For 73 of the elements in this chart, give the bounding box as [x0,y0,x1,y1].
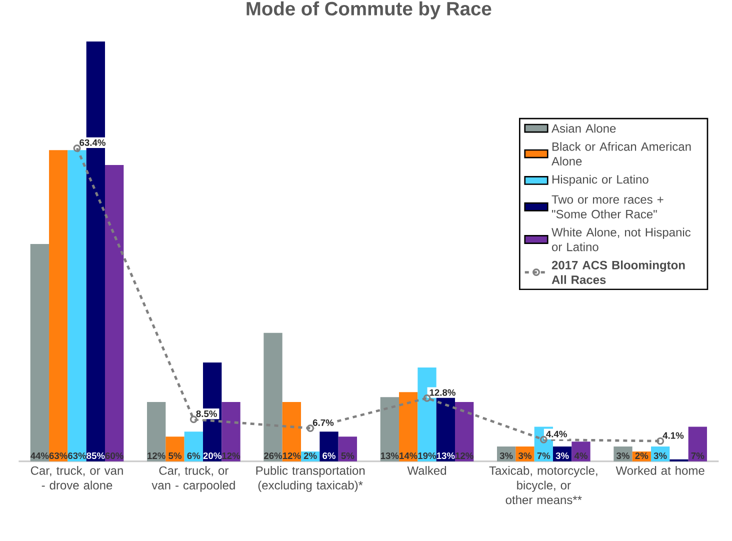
bar [399,392,418,462]
bar [320,432,338,462]
x-tick-label: Taxicab, motorcycle, bicycle, or other means** [489,466,598,504]
legend-label: Two or more races + "Some Other Race" [552,195,664,218]
bar [264,332,282,462]
data-label: 12.8% [430,389,456,396]
data-label: 20% [203,452,222,459]
data-label: 19% [418,452,436,459]
point [73,144,81,152]
x-tick-label: Public transportation (excluding taxicab)* [256,466,365,492]
bar [380,396,400,462]
data-label: 6% [322,452,336,459]
x-tick-label: Car, truck, or van - drove alone [30,466,123,490]
bar [516,446,534,462]
bar [147,402,166,462]
point [190,415,198,423]
data-label: 6.7% [312,419,334,426]
x-tick-label: Walked [407,466,446,475]
bar [30,244,50,462]
point [540,436,548,444]
legend-label: White Alone, not Hispanic or Latino [552,228,691,252]
bar [68,150,86,462]
data-label: 3% [518,452,532,459]
bar [282,402,302,462]
data-label: 8.5% [196,410,217,417]
x-tick-label: Car, truck, or van - carpooled [152,466,235,492]
data-label: 3% [500,452,513,459]
legend-label: Black or African American Alone [552,142,691,166]
bar [184,432,204,462]
data-label: 85% [86,452,105,459]
data-label: 2% [304,452,317,459]
data-label: 7% [537,452,550,459]
x-tick-label: Worked at home [616,466,704,475]
data-label: 12% [282,452,301,459]
data-label: 3% [556,452,569,459]
data-label: 12% [222,452,240,459]
legend-label: 2017 ACS Bloomington All Races [552,260,685,284]
chart-title: Mode of Commute by Race [246,1,492,20]
data-label: 60% [105,452,124,459]
data-label: 5% [168,452,182,459]
data-label: 12% [148,452,166,459]
data-label: 3% [616,452,630,459]
data-label: 5% [341,452,354,459]
bar [105,164,124,462]
bar [455,402,474,462]
bar [338,436,358,462]
data-label: 13% [436,452,455,459]
data-label: 3% [654,452,667,459]
bar [688,426,707,462]
data-label: 7% [691,452,704,459]
point [656,437,664,445]
data-label: 63% [49,452,68,459]
bar [166,436,184,462]
data-label: 26% [264,452,282,459]
bar [614,446,632,462]
data-label: 12% [456,452,474,459]
legend-label: Asian Alone [552,124,616,133]
data-label: 63% [68,452,86,459]
data-label: 4.4% [546,430,567,438]
bar [572,441,590,462]
data-label: 2% [635,452,648,459]
bar [49,150,68,462]
legend-label: Hispanic or Latino [552,174,648,186]
data-label: 6% [187,452,200,459]
bar [222,402,240,462]
data-label: 44% [30,452,49,459]
data-label: 63.4% [80,139,106,146]
point [423,394,431,402]
point [306,424,314,432]
data-label: 4% [574,452,588,459]
data-label: 13% [380,452,399,459]
data-label: 4.1% [662,432,684,439]
data-label: 14% [400,452,418,459]
